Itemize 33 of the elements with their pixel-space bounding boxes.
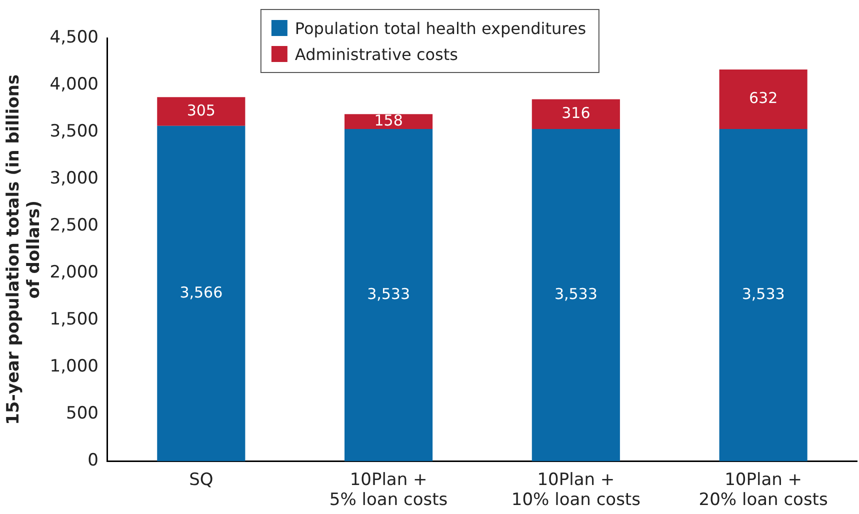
bar (532, 128, 620, 462)
bar (344, 128, 433, 462)
y-tick-label: 500 (66, 404, 98, 424)
x-tick-label: 10Plan + 5% loan costs (329, 470, 448, 510)
bar (532, 99, 620, 129)
y-tick-label: 1,500 (50, 310, 98, 330)
data-label: 305 (186, 101, 216, 120)
data-label: 3,533 (367, 284, 410, 303)
data-label: 316 (562, 104, 590, 122)
data-label: 3,533 (554, 284, 598, 303)
data-label: 3,533 (742, 284, 785, 303)
y-tick-label: 1,000 (50, 356, 98, 377)
y-tick-label: 2,000 (50, 262, 98, 283)
bar (719, 128, 808, 462)
x-tick-label: 10Plan + 20% loan costs (698, 470, 828, 510)
y-axis-title: 15-year population totals (in billions of dollars) (4, 74, 44, 425)
x-tick-label: 10Plan + 10% loan costs (511, 470, 641, 510)
y-tick-label: 0 (88, 450, 98, 471)
data-label: 158 (374, 111, 403, 130)
data-label: 3,566 (180, 283, 223, 302)
bar (157, 97, 246, 126)
legend-label: Population total health expenditures (294, 18, 586, 38)
legend-label: Administrative costs (294, 44, 458, 64)
x-tick-label: SQ (189, 470, 214, 490)
bar (157, 126, 246, 462)
y-tick-label: 2,500 (50, 216, 98, 236)
y-tick-label: 3,500 (50, 121, 98, 142)
data-label: 632 (748, 89, 778, 108)
bar (344, 114, 433, 129)
y-tick-label: 4,500 (50, 27, 98, 48)
bar (719, 70, 808, 129)
y-tick-label: 4,000 (50, 74, 98, 94)
y-tick-label: 3,000 (50, 168, 98, 188)
